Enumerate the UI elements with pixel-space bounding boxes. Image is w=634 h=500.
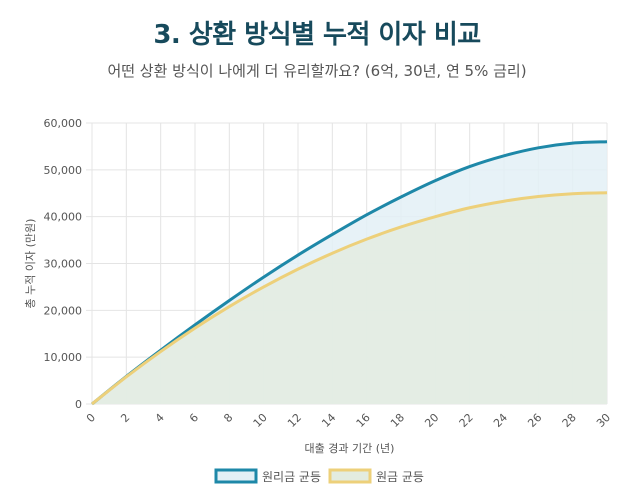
legend-label-1: 원리금 균등 — [262, 470, 321, 484]
x-tick-label: 26 — [525, 411, 544, 430]
x-tick-label: 22 — [457, 411, 476, 430]
x-tick-label: 20 — [422, 411, 441, 430]
y-axis-title: 총 누적 이자 (만원) — [24, 219, 37, 309]
page-subtitle: 어떤 상환 방식이 나에게 더 유리할까요? (6억, 30년, 연 5% 금리… — [107, 62, 527, 80]
x-tick-label: 10 — [251, 411, 270, 430]
x-tick-label: 24 — [491, 411, 510, 430]
x-tick-label: 6 — [187, 411, 201, 425]
x-tick-label: 14 — [319, 411, 338, 430]
x-tick-label: 16 — [354, 411, 373, 430]
x-tick-label: 30 — [594, 411, 613, 430]
y-tick-label: 10,000 — [44, 351, 83, 364]
series-line-1 — [91, 140, 608, 406]
y-tick-label: 60,000 — [44, 117, 83, 130]
y-tick-label: 0 — [75, 398, 82, 411]
legend-swatch-2 — [328, 468, 372, 484]
y-tick-label: 20,000 — [44, 304, 83, 317]
series-line-2 — [91, 191, 608, 406]
x-tick-label: 18 — [388, 411, 407, 430]
x-axis-title: 대출 경과 기간 (년) — [305, 442, 395, 455]
x-tick-label: 0 — [84, 411, 98, 425]
chart-areas — [92, 141, 607, 404]
chart-lines — [91, 140, 608, 406]
x-tick-label: 4 — [153, 411, 167, 425]
y-tick-label: 50,000 — [44, 164, 83, 177]
x-tick-label: 2 — [118, 411, 132, 425]
chart-legend: 원리금 균등 원금 균등 — [214, 468, 424, 484]
x-tick-label: 8 — [221, 411, 235, 425]
x-tick-label: 12 — [285, 411, 304, 430]
legend-swatch-1 — [214, 468, 258, 484]
y-tick-label: 30,000 — [44, 258, 83, 271]
x-tick-label: 28 — [560, 411, 579, 430]
series-area-2 — [92, 192, 607, 404]
page-title: 3. 상환 방식별 누적 이자 비교 — [153, 20, 481, 50]
legend-label-2: 원금 균등 — [376, 470, 424, 484]
y-tick-label: 40,000 — [44, 211, 83, 224]
